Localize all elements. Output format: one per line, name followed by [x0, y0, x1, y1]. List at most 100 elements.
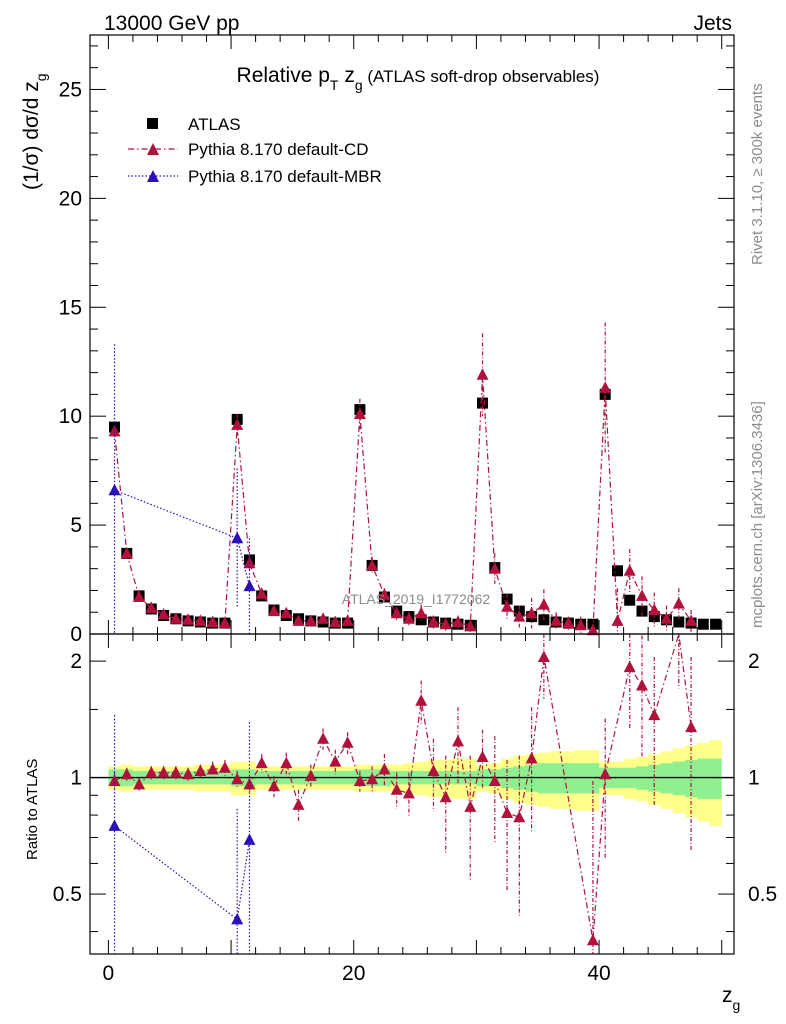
cd-point [353, 407, 366, 419]
legend: ATLAS Pythia 8.170 default-CD Pythia 8.1… [128, 115, 382, 186]
legend-item-atlas: ATLAS [147, 115, 241, 134]
cd-point [611, 614, 624, 626]
cd-ratio-point [194, 764, 207, 776]
cd-ratio-point [415, 694, 428, 706]
cd-point [366, 558, 379, 571]
cd-point [660, 612, 673, 624]
cd-point [378, 588, 391, 600]
cd-ratio-point [292, 798, 305, 810]
y-tick-label: 10 [59, 405, 82, 428]
x-tick-label: 0 [103, 962, 115, 985]
cd-ratio-point [231, 772, 244, 785]
cd-point [648, 603, 661, 615]
cd-point [194, 614, 207, 626]
legend-item-cd: Pythia 8.170 default-CD [128, 140, 369, 159]
cd-point [452, 615, 464, 627]
cd-ratio-point [329, 755, 342, 767]
cd-point [427, 615, 440, 627]
cd-ratio-point [464, 800, 477, 812]
cd-ratio-point [157, 766, 170, 778]
cd-point [488, 562, 501, 574]
cd-point [586, 623, 599, 636]
atlas-point [624, 594, 636, 606]
x-tick-label: 20 [342, 962, 365, 985]
ratio-tick-label-right: 1 [748, 767, 760, 790]
ratio-tick-label-right: 2 [748, 650, 760, 673]
cd-point [562, 616, 575, 629]
cd-point [268, 604, 280, 617]
cd-ratio-point [513, 810, 526, 823]
ratio-panel [90, 633, 734, 954]
header-left: 13000 GeV pp [104, 12, 239, 35]
header-right: Jets [693, 12, 732, 35]
cd-ratio-point [182, 767, 195, 780]
cd-point [525, 606, 538, 619]
legend-item-mbr: Pythia 8.170 default-MBR [128, 167, 382, 186]
cd-point [574, 618, 587, 631]
legend-marker-cd [147, 143, 159, 155]
cd-ratio-point [353, 774, 366, 786]
mbr-point [231, 531, 244, 544]
mbr-ratio-point [243, 833, 256, 845]
atlas-point [710, 618, 722, 630]
y-tick-label: 20 [59, 187, 82, 210]
cd-ratio-point [537, 650, 550, 662]
cd-ratio-point [366, 772, 379, 785]
cd-ratio-point [206, 762, 219, 775]
mbr-point [108, 483, 121, 496]
watermark: ATLAS_2019_I1772062 [342, 591, 491, 607]
cd-point [623, 564, 636, 576]
cd-ratio-point [488, 774, 501, 786]
cd-point [218, 616, 231, 629]
cd-point [685, 614, 698, 626]
mcplots-label: mcplots.cern.ch [arXiv:1306.3436] [749, 401, 766, 628]
y-tick-label: 5 [70, 514, 82, 537]
cd-ratio-point [255, 756, 268, 769]
cd-point [145, 601, 158, 613]
cd-point [169, 612, 182, 624]
atlas-point [636, 605, 648, 617]
cd-ratio-point [525, 752, 538, 764]
y-tick-label: 15 [59, 296, 82, 319]
atlas-point [673, 616, 685, 628]
cd-ratio-point [636, 679, 648, 691]
ratio-axis-label: Ratio to ATLAS [24, 759, 41, 860]
cd-ratio-point [623, 660, 636, 673]
cd-point [415, 606, 428, 619]
cd-point [537, 598, 550, 610]
cd-point [464, 619, 477, 632]
y-axis-label: (1/σ) dσ/d zg [20, 73, 49, 190]
y-tick-label: 0 [70, 623, 82, 646]
cd-ratio-point [108, 774, 121, 786]
cd-ratio-point [599, 767, 612, 780]
cd-ratio-point [317, 732, 330, 744]
cd-point [120, 546, 133, 559]
legend-label-mbr: Pythia 8.170 default-MBR [188, 167, 382, 186]
chart-title: Relative pT zg (ATLAS soft-drop observab… [237, 64, 600, 93]
cd-ratio-point [439, 790, 452, 803]
cd-ratio-point [304, 769, 317, 781]
cd-ratio-point [648, 708, 661, 721]
cd-point [255, 587, 268, 599]
cd-ratio-point [218, 761, 231, 773]
mbr-point [243, 579, 256, 592]
ratio-tick-label-left: 0.5 [53, 883, 82, 906]
cd-point [672, 597, 685, 609]
mbr-line [114, 489, 251, 587]
atlas-point [648, 611, 660, 623]
cd-point [402, 612, 415, 624]
cd-ratio-point [280, 756, 293, 769]
cd-point [501, 600, 514, 612]
cd-point [304, 614, 317, 626]
mbr-ratio-point [231, 912, 244, 925]
cd-point [341, 614, 354, 626]
atlas-point [697, 618, 709, 630]
rivet-label: Rivet 3.1.10, ≥ 300k events [749, 83, 766, 265]
ratio-band-inner [108, 758, 722, 800]
cd-point [317, 612, 330, 624]
legend-label-cd: Pythia 8.170 default-CD [188, 140, 369, 159]
cd-point [636, 589, 648, 601]
ratio-tick-label-left: 2 [70, 650, 82, 673]
cd-ratio-point [133, 777, 146, 790]
atlas-point [599, 388, 611, 400]
